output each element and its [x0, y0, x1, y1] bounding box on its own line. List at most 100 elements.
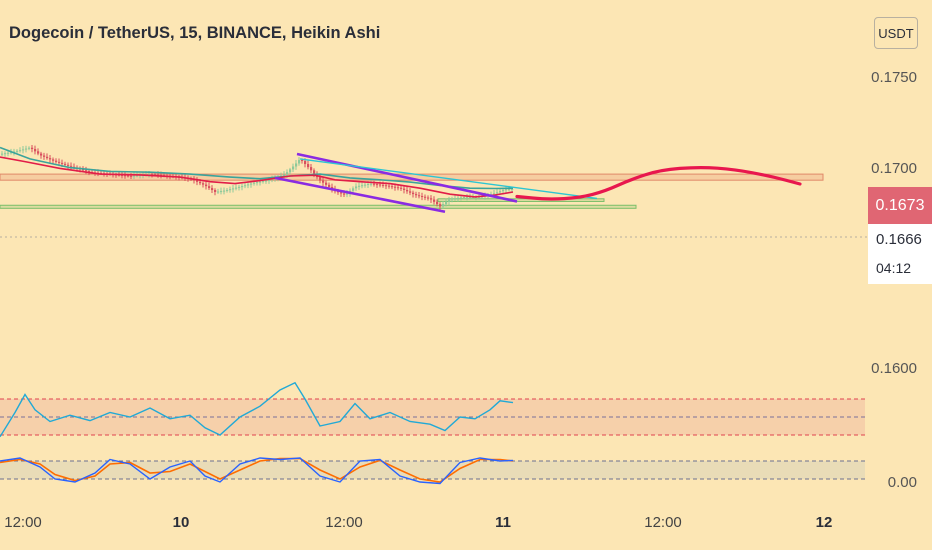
candle-body	[469, 196, 472, 198]
candle-body	[127, 175, 130, 177]
candle-body	[238, 186, 241, 188]
candle-body	[232, 188, 235, 190]
candle-body	[496, 192, 499, 194]
candle-body	[1, 153, 4, 155]
candle-body	[151, 174, 154, 176]
candle-body	[196, 180, 199, 182]
candle-body	[502, 190, 505, 192]
candle-body	[259, 181, 262, 183]
resistance-trendline-2	[299, 158, 598, 200]
projection-curve	[515, 166, 802, 201]
candle-body	[52, 159, 55, 161]
candle-body	[409, 191, 412, 193]
candle-body	[58, 161, 61, 163]
time-tick-0: 12:00	[4, 514, 42, 531]
candle-body	[466, 196, 469, 198]
candle-body	[22, 149, 25, 151]
candle-body	[244, 185, 247, 187]
candle-body	[25, 148, 28, 150]
rsi-line	[0, 381, 514, 438]
candle-body	[430, 198, 433, 200]
candle-body	[373, 183, 376, 185]
candle-body	[154, 174, 157, 176]
candle-body	[37, 151, 40, 154]
candle-body	[310, 167, 313, 171]
candle-body	[370, 183, 373, 185]
candle-body	[289, 169, 292, 173]
candle-body	[16, 150, 19, 152]
candle-body	[298, 160, 301, 164]
bar-countdown: 04:12	[876, 260, 912, 276]
candle-body	[382, 184, 385, 186]
candle-body	[7, 152, 10, 154]
candle-body	[406, 189, 409, 192]
candle-body	[55, 160, 58, 162]
candle-body	[217, 191, 220, 193]
candle-body	[457, 197, 460, 199]
candle-body	[19, 150, 22, 152]
candle-body	[286, 172, 289, 175]
candle-body	[34, 149, 37, 152]
time-tick-3: 11	[495, 514, 511, 531]
candle-body	[307, 164, 310, 168]
candle-body	[121, 174, 124, 176]
candle-body	[220, 191, 223, 193]
time-tick-1: 10	[172, 514, 190, 531]
current-price-tag: 0.1673	[868, 187, 932, 224]
candle-body	[511, 188, 514, 190]
chart-title: Dogecoin / TetherUS, 15, BINANCE, Heikin…	[9, 24, 381, 42]
candle-body	[493, 193, 496, 195]
candle-body	[352, 188, 355, 191]
price-tick-1: 0.1700	[871, 160, 917, 177]
candle-body	[283, 174, 286, 176]
candle-body	[433, 199, 436, 202]
candle-body	[385, 185, 388, 187]
candle-body	[49, 158, 52, 160]
candle-body	[295, 163, 298, 167]
candle-body	[448, 199, 451, 202]
support-zone	[0, 204, 637, 209]
candle-body	[415, 194, 418, 196]
candle-body	[445, 201, 448, 205]
candle-body	[202, 183, 205, 185]
candle-body	[424, 196, 427, 198]
candle-body	[124, 175, 127, 177]
candle-body	[235, 187, 238, 189]
candle-body	[208, 186, 211, 189]
time-tick-4: 12:00	[644, 514, 682, 531]
candle-body	[205, 184, 208, 187]
candle-body	[46, 156, 49, 159]
candle-body	[130, 175, 133, 177]
support-zone	[437, 198, 605, 202]
candle-body	[136, 175, 139, 177]
candle-body	[292, 166, 295, 170]
candle-body	[322, 180, 325, 183]
candle-body	[31, 147, 34, 150]
candle-body	[505, 189, 508, 191]
candle-body	[253, 182, 256, 184]
time-tick-2: 12:00	[325, 514, 363, 531]
candle-body	[442, 204, 445, 207]
candle-body	[391, 186, 394, 188]
candle-body	[388, 185, 391, 187]
candle-body	[499, 191, 502, 193]
candle-body	[226, 189, 229, 191]
candle-body	[367, 184, 370, 186]
candle-body	[361, 185, 364, 187]
candle-body	[397, 187, 400, 189]
candle-body	[241, 186, 244, 188]
candle-body	[268, 179, 271, 181]
candle-body	[301, 160, 304, 162]
candle-body	[343, 193, 346, 195]
candle-body	[340, 192, 343, 194]
candle-body	[379, 184, 382, 186]
stoch-band	[0, 461, 865, 479]
currency-button[interactable]: USDT	[874, 17, 918, 49]
candle-body	[319, 177, 322, 181]
candle-body	[211, 188, 214, 191]
time-tick-5: 12	[815, 514, 833, 531]
candle-body	[28, 147, 31, 149]
candle-body	[394, 186, 397, 188]
last-price-box: 0.1666 04:12	[868, 224, 932, 284]
